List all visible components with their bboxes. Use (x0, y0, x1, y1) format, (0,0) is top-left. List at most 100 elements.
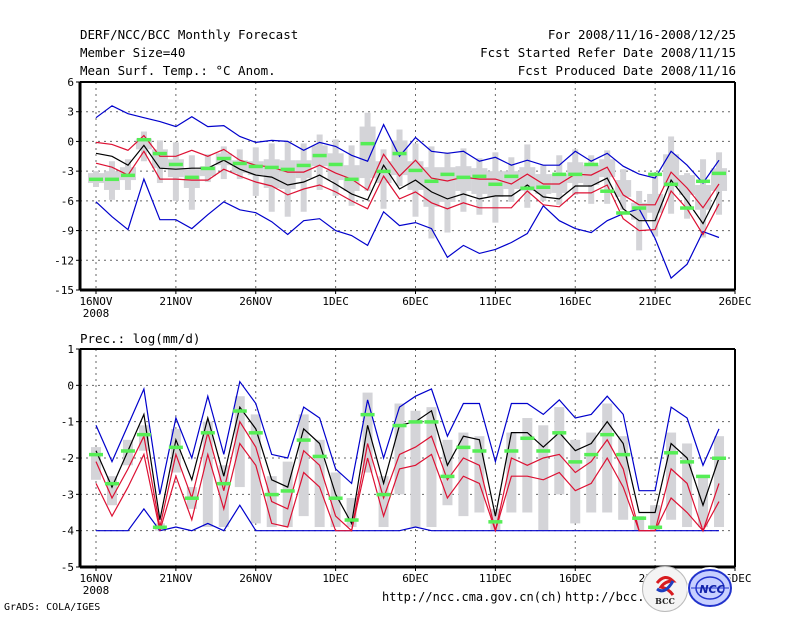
prec-observed-marker (456, 445, 471, 450)
prec-observed-marker (536, 449, 551, 453)
temp-observed-marker (456, 175, 471, 180)
temp-xtick-label: 6DEC (402, 295, 429, 308)
prec-observed-marker (376, 492, 391, 497)
prec-observed-marker (120, 449, 135, 453)
prec-observed-marker (696, 474, 711, 479)
temp-xtick-label: 26NOV (239, 295, 272, 308)
temp-ytick-label: 0 (67, 135, 74, 148)
temp-observed-marker (328, 162, 343, 167)
temp-box (423, 167, 440, 207)
prec-box (666, 432, 677, 520)
temp-max-line (95, 105, 720, 184)
prec-box (698, 476, 709, 528)
temp-observed-marker (472, 174, 487, 179)
prec-box (426, 407, 437, 528)
prec-box (442, 439, 453, 506)
temp-observed-marker (648, 172, 663, 177)
ncc-logo-icon: NCC (688, 569, 732, 607)
prec-observed-marker (488, 520, 503, 524)
prec-observed-marker (584, 452, 599, 457)
temp-box (663, 154, 680, 187)
temp-observed-marker (408, 168, 423, 173)
prec-observed-marker (89, 452, 103, 457)
temp-observed-marker (520, 186, 535, 190)
temp-observed-marker (168, 162, 183, 167)
prec-max-line (95, 380, 720, 495)
prec-box (554, 407, 565, 495)
prec-box (490, 508, 501, 531)
temp-observed-marker (376, 169, 391, 174)
temp-xtick-label: 1DEC (322, 295, 349, 308)
temp-observed-marker (200, 166, 215, 171)
temp-box (679, 175, 696, 195)
prec-observed-marker (680, 460, 695, 464)
prec-box (714, 436, 725, 528)
temp-observed-marker (248, 164, 263, 169)
prec-box (282, 461, 293, 528)
temp-observed-marker (440, 172, 455, 177)
temp-q25-line (95, 150, 720, 236)
prec-observed-marker (312, 454, 327, 459)
temp-box (167, 159, 184, 178)
prec-box (234, 396, 245, 488)
temp-ytick-label: -15 (54, 284, 74, 297)
temp-observed-marker (264, 165, 279, 170)
temp-observed-marker (584, 162, 599, 167)
prec-observed-marker (296, 438, 311, 442)
prec-xtick-label: 16NOV (79, 572, 112, 585)
prec-box (106, 476, 117, 506)
temp-ytick-label: -9 (61, 225, 74, 238)
prec-observed-marker (616, 452, 631, 457)
ncc-logo: NCC (687, 567, 733, 609)
temp-median-line (95, 144, 720, 225)
prec-ytick-label: 1 (67, 343, 74, 356)
temp-box (647, 193, 664, 213)
prec-observed-marker (200, 431, 215, 435)
temp-variable-label: Mean Surf. Temp.: °C Anom. (80, 63, 276, 78)
prec-observed-marker (600, 432, 615, 437)
prec-ytick-label: -3 (61, 488, 74, 501)
prec-observed-marker (216, 481, 231, 486)
prec-observed-marker (152, 525, 167, 530)
prec-box (218, 465, 229, 528)
prec-observed-marker (504, 449, 519, 453)
temp-box (615, 180, 632, 197)
prec-observed-marker (472, 449, 487, 453)
prec-box (506, 432, 517, 513)
prec-observed-marker (328, 496, 343, 500)
prec-observed-marker (440, 474, 455, 479)
prec-observed-marker (264, 492, 279, 497)
temp-ytick-label: -3 (61, 165, 74, 178)
temp-min-line (95, 177, 720, 280)
temp-observed-marker (136, 137, 151, 142)
prec-median-line (95, 405, 720, 526)
temp-box (199, 166, 216, 177)
prec-box (458, 432, 469, 517)
prec-observed-marker (632, 516, 647, 520)
forecast-period-label: For 2008/11/16-2008/12/25 (547, 27, 736, 42)
prec-observed-marker (248, 431, 263, 435)
prec-box (298, 414, 309, 517)
chart-title: DERF/NCC/BCC Monthly Forecast (80, 27, 299, 42)
ncc-url-link[interactable]: http://ncc.cma.gov.cn(ch) (382, 590, 563, 604)
temp-observed-marker (184, 175, 199, 180)
prec-observed-marker (568, 460, 583, 464)
prec-xtick-label: 21NOV (159, 572, 192, 585)
prec-box (410, 410, 421, 528)
prec-box (538, 425, 549, 531)
temp-observed-marker (312, 153, 327, 158)
temp-observed-marker (600, 189, 615, 193)
prec-observed-marker (712, 456, 727, 460)
temp-observed-marker (664, 182, 679, 187)
prec-observed-marker (392, 423, 407, 428)
temp-observed-marker (344, 177, 359, 182)
prec-box (634, 516, 645, 531)
prec-box (650, 505, 661, 531)
prec-box (91, 447, 101, 480)
prec-observed-marker (408, 420, 423, 424)
temp-xtick-label: 21NOV (159, 295, 192, 308)
bcc-url-link[interactable]: http://bcc.c (565, 590, 652, 604)
prec-observed-marker (136, 432, 151, 437)
prec-q75-line (95, 420, 720, 533)
prec-observed-marker (648, 525, 663, 530)
